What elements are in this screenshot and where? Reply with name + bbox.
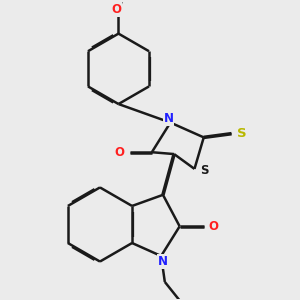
Text: N: N bbox=[158, 255, 168, 268]
Text: N: N bbox=[164, 112, 173, 125]
Text: S: S bbox=[237, 127, 247, 140]
Text: O: O bbox=[115, 146, 124, 159]
Text: O: O bbox=[208, 220, 218, 233]
Text: O: O bbox=[112, 3, 122, 16]
Text: S: S bbox=[201, 164, 209, 177]
